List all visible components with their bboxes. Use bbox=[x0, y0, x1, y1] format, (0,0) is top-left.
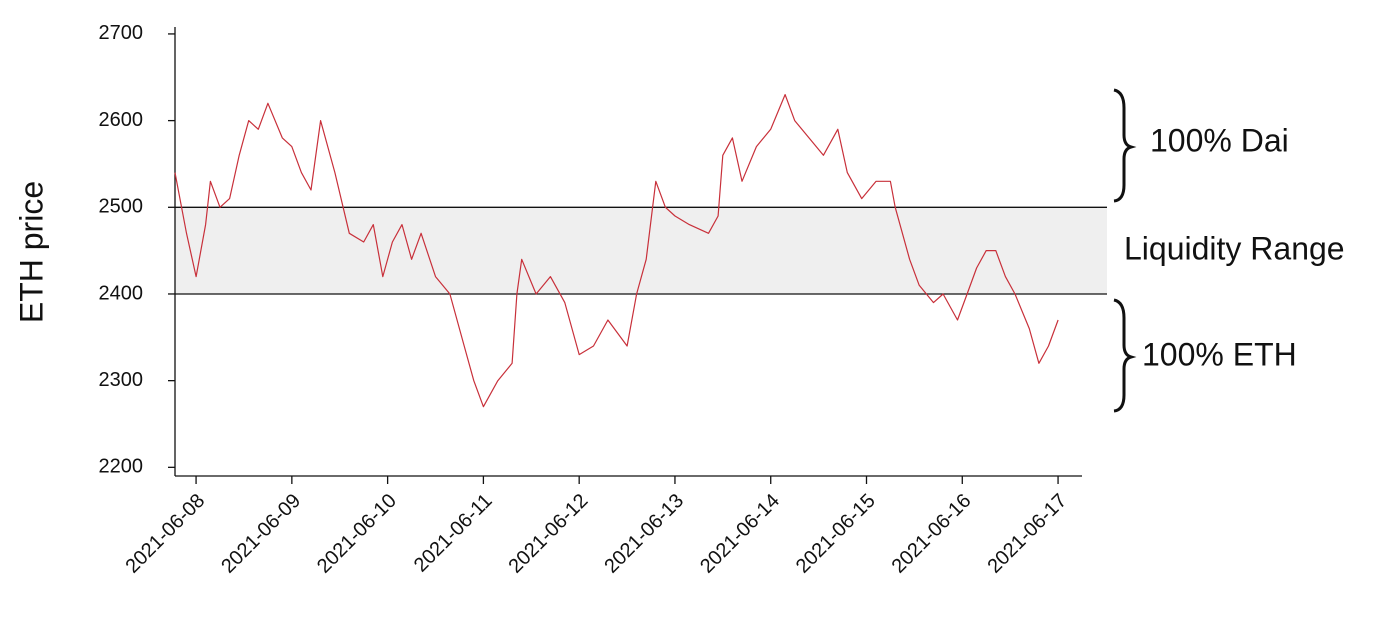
annotation: Liquidity Range bbox=[1124, 230, 1345, 266]
brace bbox=[1113, 88, 1137, 203]
y-tick-label: 2200 bbox=[99, 456, 144, 478]
x-tick-label: 2021-06-10 bbox=[313, 490, 401, 578]
x-tick-label: 2021-06-11 bbox=[410, 490, 497, 577]
liquidity-band bbox=[175, 207, 1107, 294]
y-tick-label: 2300 bbox=[99, 369, 144, 391]
annotation: 100% ETH bbox=[1142, 336, 1297, 372]
x-tick-label: 2021-06-12 bbox=[505, 490, 593, 578]
x-tick-label: 2021-06-16 bbox=[888, 490, 976, 578]
y-tick-label: 2600 bbox=[99, 109, 144, 131]
x-tick-label: 2021-06-17 bbox=[983, 490, 1071, 578]
y-tick-label: 2400 bbox=[99, 282, 144, 304]
x-tick-label: 2021-06-13 bbox=[600, 490, 688, 578]
y-tick-label: 2500 bbox=[99, 196, 144, 218]
x-tick-label: 2021-06-15 bbox=[792, 490, 880, 578]
x-tick-label: 2021-06-09 bbox=[217, 490, 305, 578]
brace bbox=[1113, 298, 1137, 413]
y-axis-label: ETH price bbox=[13, 181, 49, 323]
x-tick-label: 2021-06-08 bbox=[121, 490, 209, 578]
annotation: 100% Dai bbox=[1150, 122, 1289, 158]
y-tick-label: 2700 bbox=[99, 22, 144, 44]
price-line bbox=[174, 94, 1059, 408]
x-tick-label: 2021-06-14 bbox=[696, 490, 784, 578]
